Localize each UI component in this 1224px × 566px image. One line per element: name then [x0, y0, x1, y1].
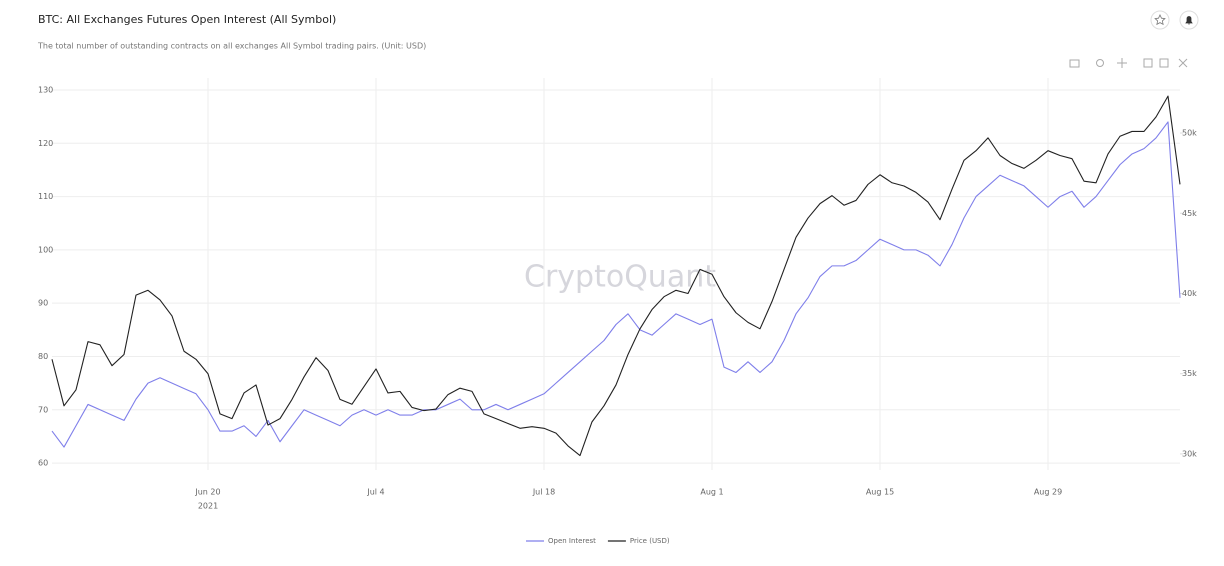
- zoom-in-button[interactable]: [1143, 58, 1153, 68]
- y2-tick-label: 30k: [1182, 449, 1197, 458]
- y2-tick-label: 35k: [1182, 369, 1197, 378]
- bell-icon: [1185, 16, 1193, 25]
- y-tick-label: 120: [38, 139, 53, 148]
- zoom-button[interactable]: [1096, 59, 1104, 67]
- series-line: [51, 121, 1181, 448]
- series-line: [51, 95, 1181, 457]
- y-tick-label: 90: [38, 299, 48, 308]
- x-year-label: 2021: [198, 502, 218, 511]
- y2-tick-label: 45k: [1182, 209, 1197, 218]
- x-tick-label: Aug 29: [1034, 488, 1062, 497]
- y-tick-label: 100: [38, 245, 53, 254]
- header-buttons: [1150, 10, 1199, 30]
- y2-tick-label: 40k: [1182, 289, 1197, 298]
- legend-label: Price (USD): [630, 537, 670, 545]
- legend-label: Open Interest: [548, 537, 596, 545]
- toolbar: [1069, 58, 1188, 68]
- grid: [52, 78, 1180, 470]
- y-tick-label: 60: [38, 459, 48, 468]
- star-icon: [1154, 14, 1166, 26]
- y2-tick-label: 50k: [1182, 129, 1197, 138]
- x-tick-label: Jul 18: [532, 488, 555, 497]
- y-tick-label: 110: [38, 192, 53, 201]
- favorite-button[interactable]: [1150, 10, 1170, 30]
- x-tick-label: Aug 15: [866, 488, 894, 497]
- alert-button[interactable]: [1179, 10, 1199, 30]
- camera-button[interactable]: [1069, 59, 1080, 68]
- y-tick-label: 80: [38, 352, 48, 361]
- pan-button[interactable]: [1117, 58, 1127, 68]
- chart-subtitle: The total number of outstanding contract…: [37, 42, 426, 51]
- x-tick-label: Jun 20: [194, 488, 220, 497]
- y-tick-label: 70: [38, 405, 48, 414]
- y-tick-label: 130: [38, 85, 53, 94]
- x-tick-label: Aug 1: [700, 488, 723, 497]
- chart-title: BTC: All Exchanges Futures Open Interest…: [38, 13, 336, 26]
- zoom-out-button[interactable]: [1159, 58, 1169, 68]
- legend: Open Interest Price (USD): [526, 537, 670, 545]
- x-tick-label: Jul 4: [366, 488, 384, 497]
- reset-button[interactable]: [1178, 58, 1188, 68]
- watermark: CryptoQuant: [524, 260, 716, 295]
